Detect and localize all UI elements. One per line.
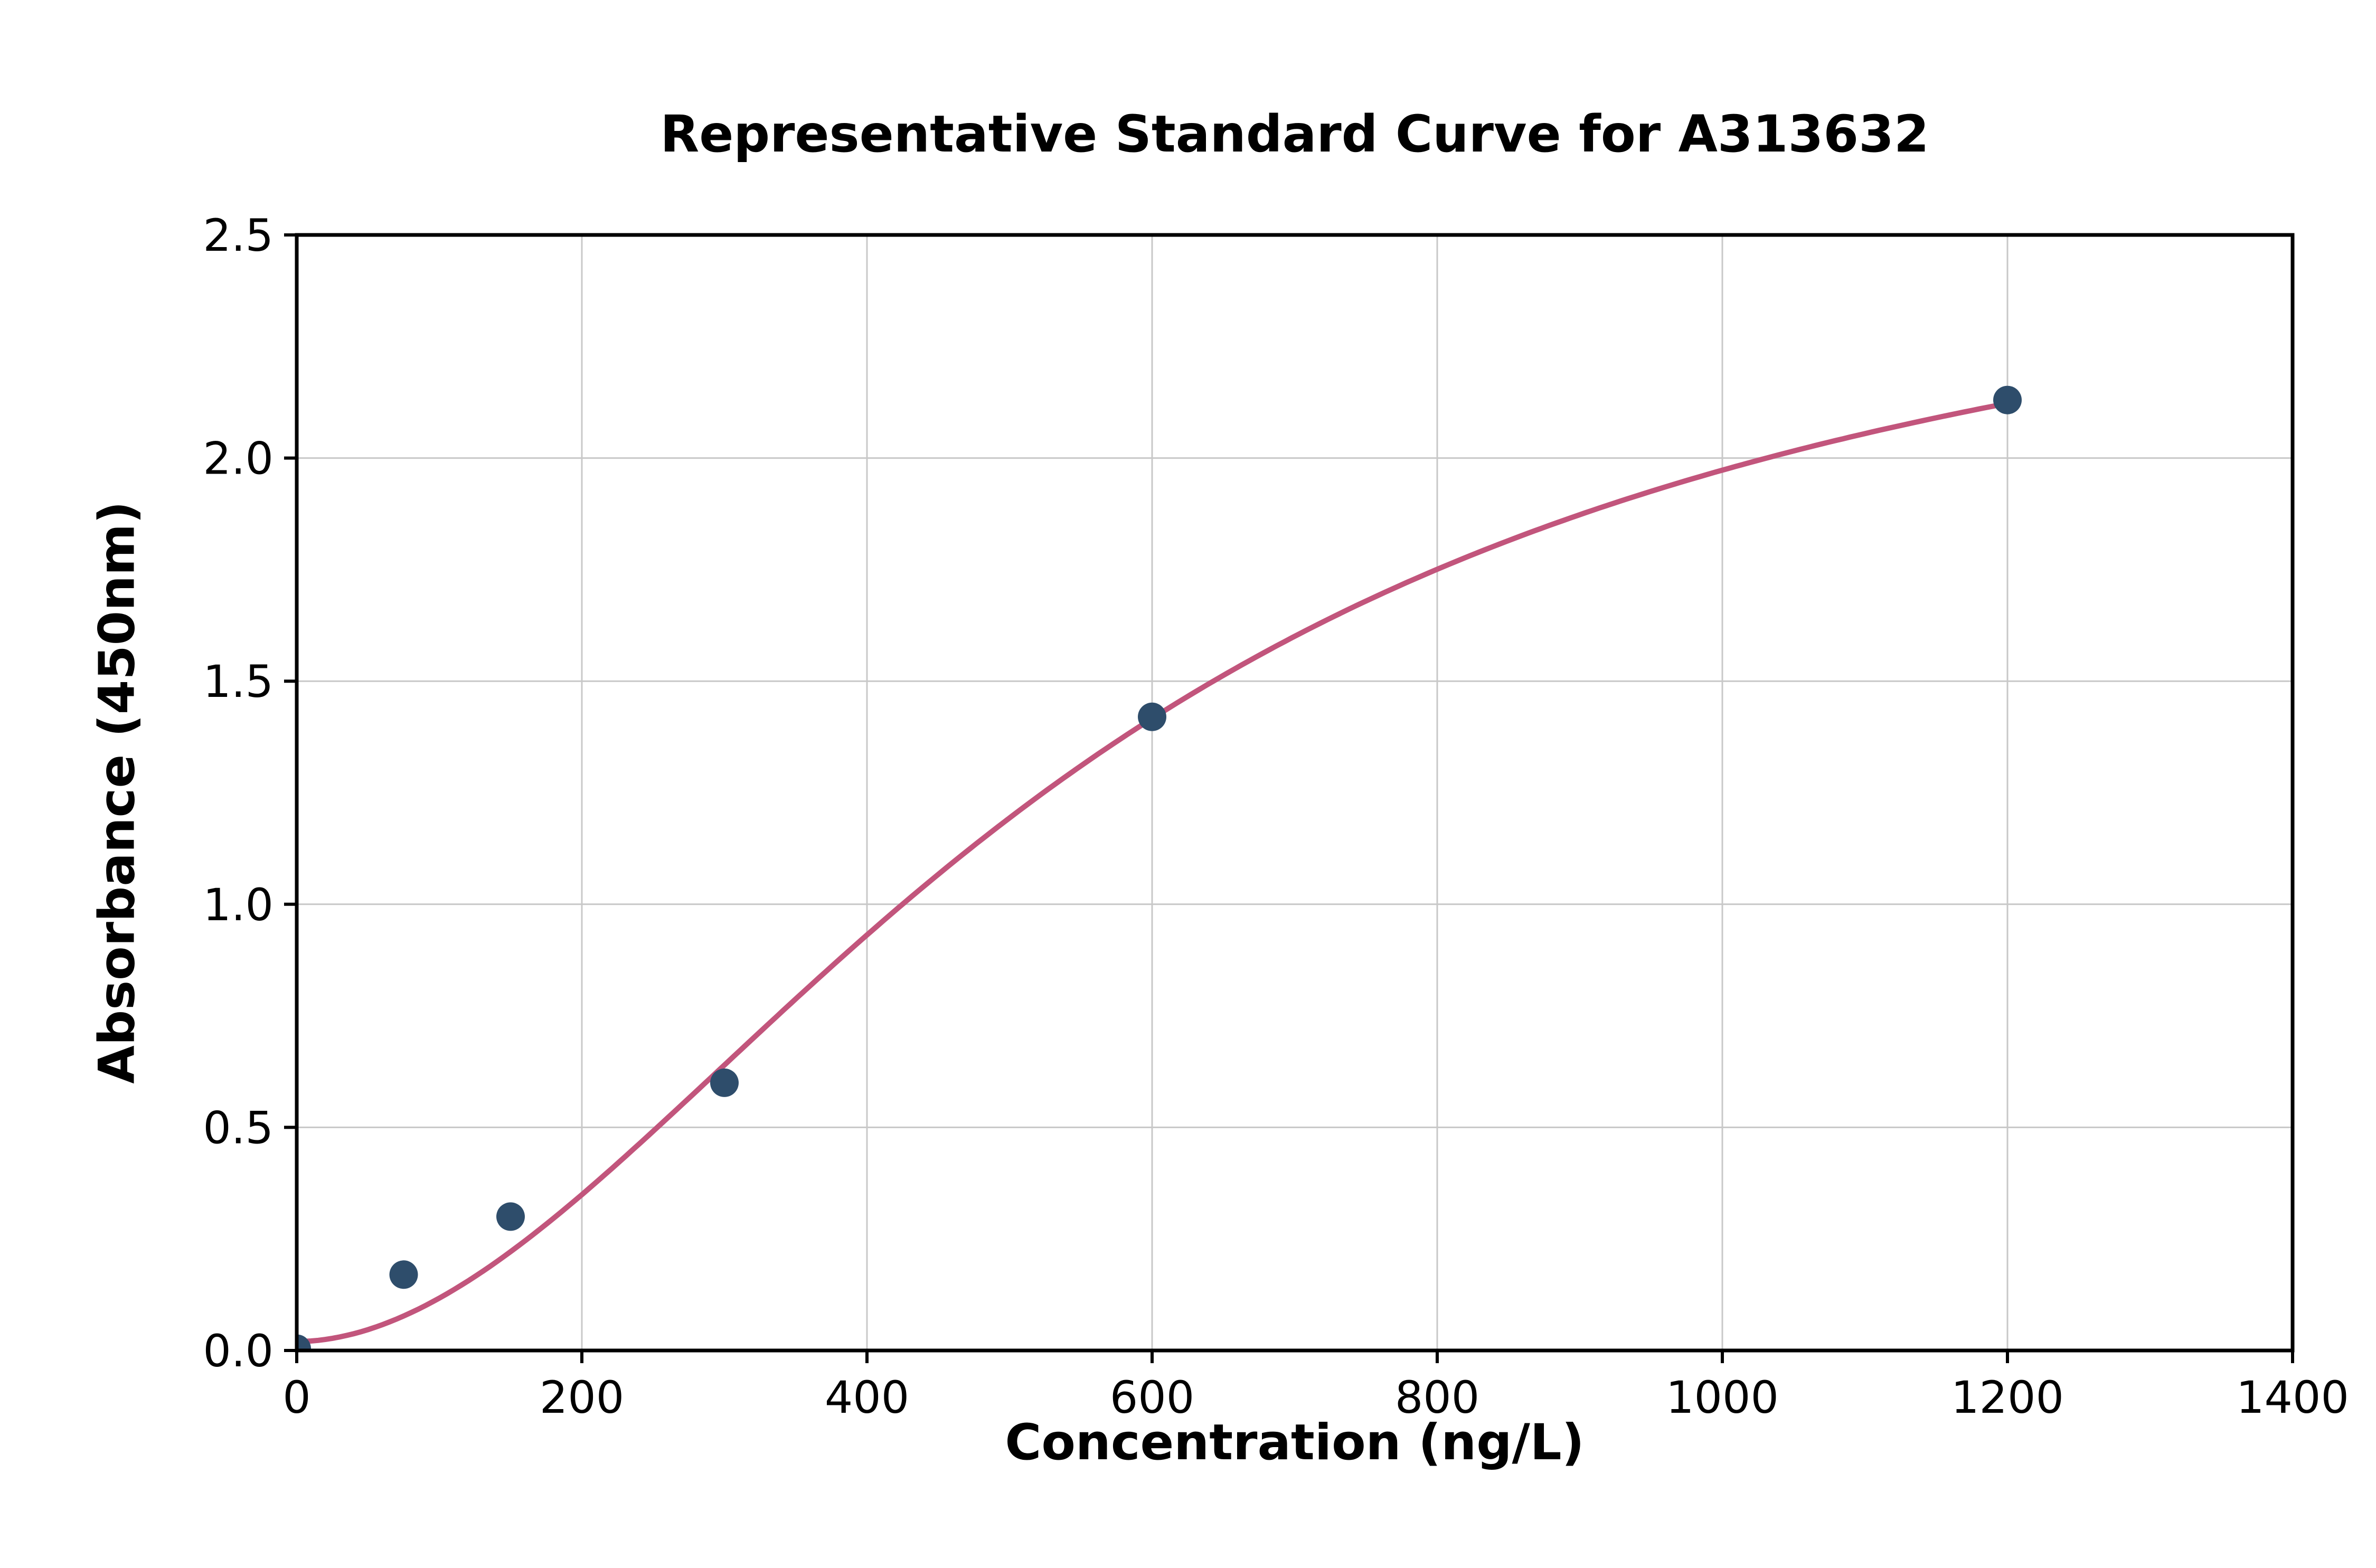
svg-text:1400: 1400 [2236,1372,2349,1423]
svg-text:200: 200 [540,1372,624,1423]
y-axis-label: Absorbance (450nm) [88,501,146,1084]
svg-text:800: 800 [1395,1372,1479,1423]
svg-text:1000: 1000 [1666,1372,1779,1423]
svg-text:600: 600 [1110,1372,1194,1423]
svg-text:1.5: 1.5 [203,656,274,707]
svg-text:0.0: 0.0 [203,1325,274,1377]
svg-text:2.0: 2.0 [203,433,274,485]
svg-text:0: 0 [282,1372,310,1423]
svg-text:400: 400 [825,1372,909,1423]
svg-text:0.5: 0.5 [203,1102,274,1154]
chart-title: Representative Standard Curve for A31363… [660,105,1929,164]
svg-text:1200: 1200 [1951,1372,2064,1423]
svg-text:1.0: 1.0 [203,879,274,931]
x-axis-label: Concentration (ng/L) [1005,1414,1585,1471]
svg-text:2.5: 2.5 [203,210,274,261]
